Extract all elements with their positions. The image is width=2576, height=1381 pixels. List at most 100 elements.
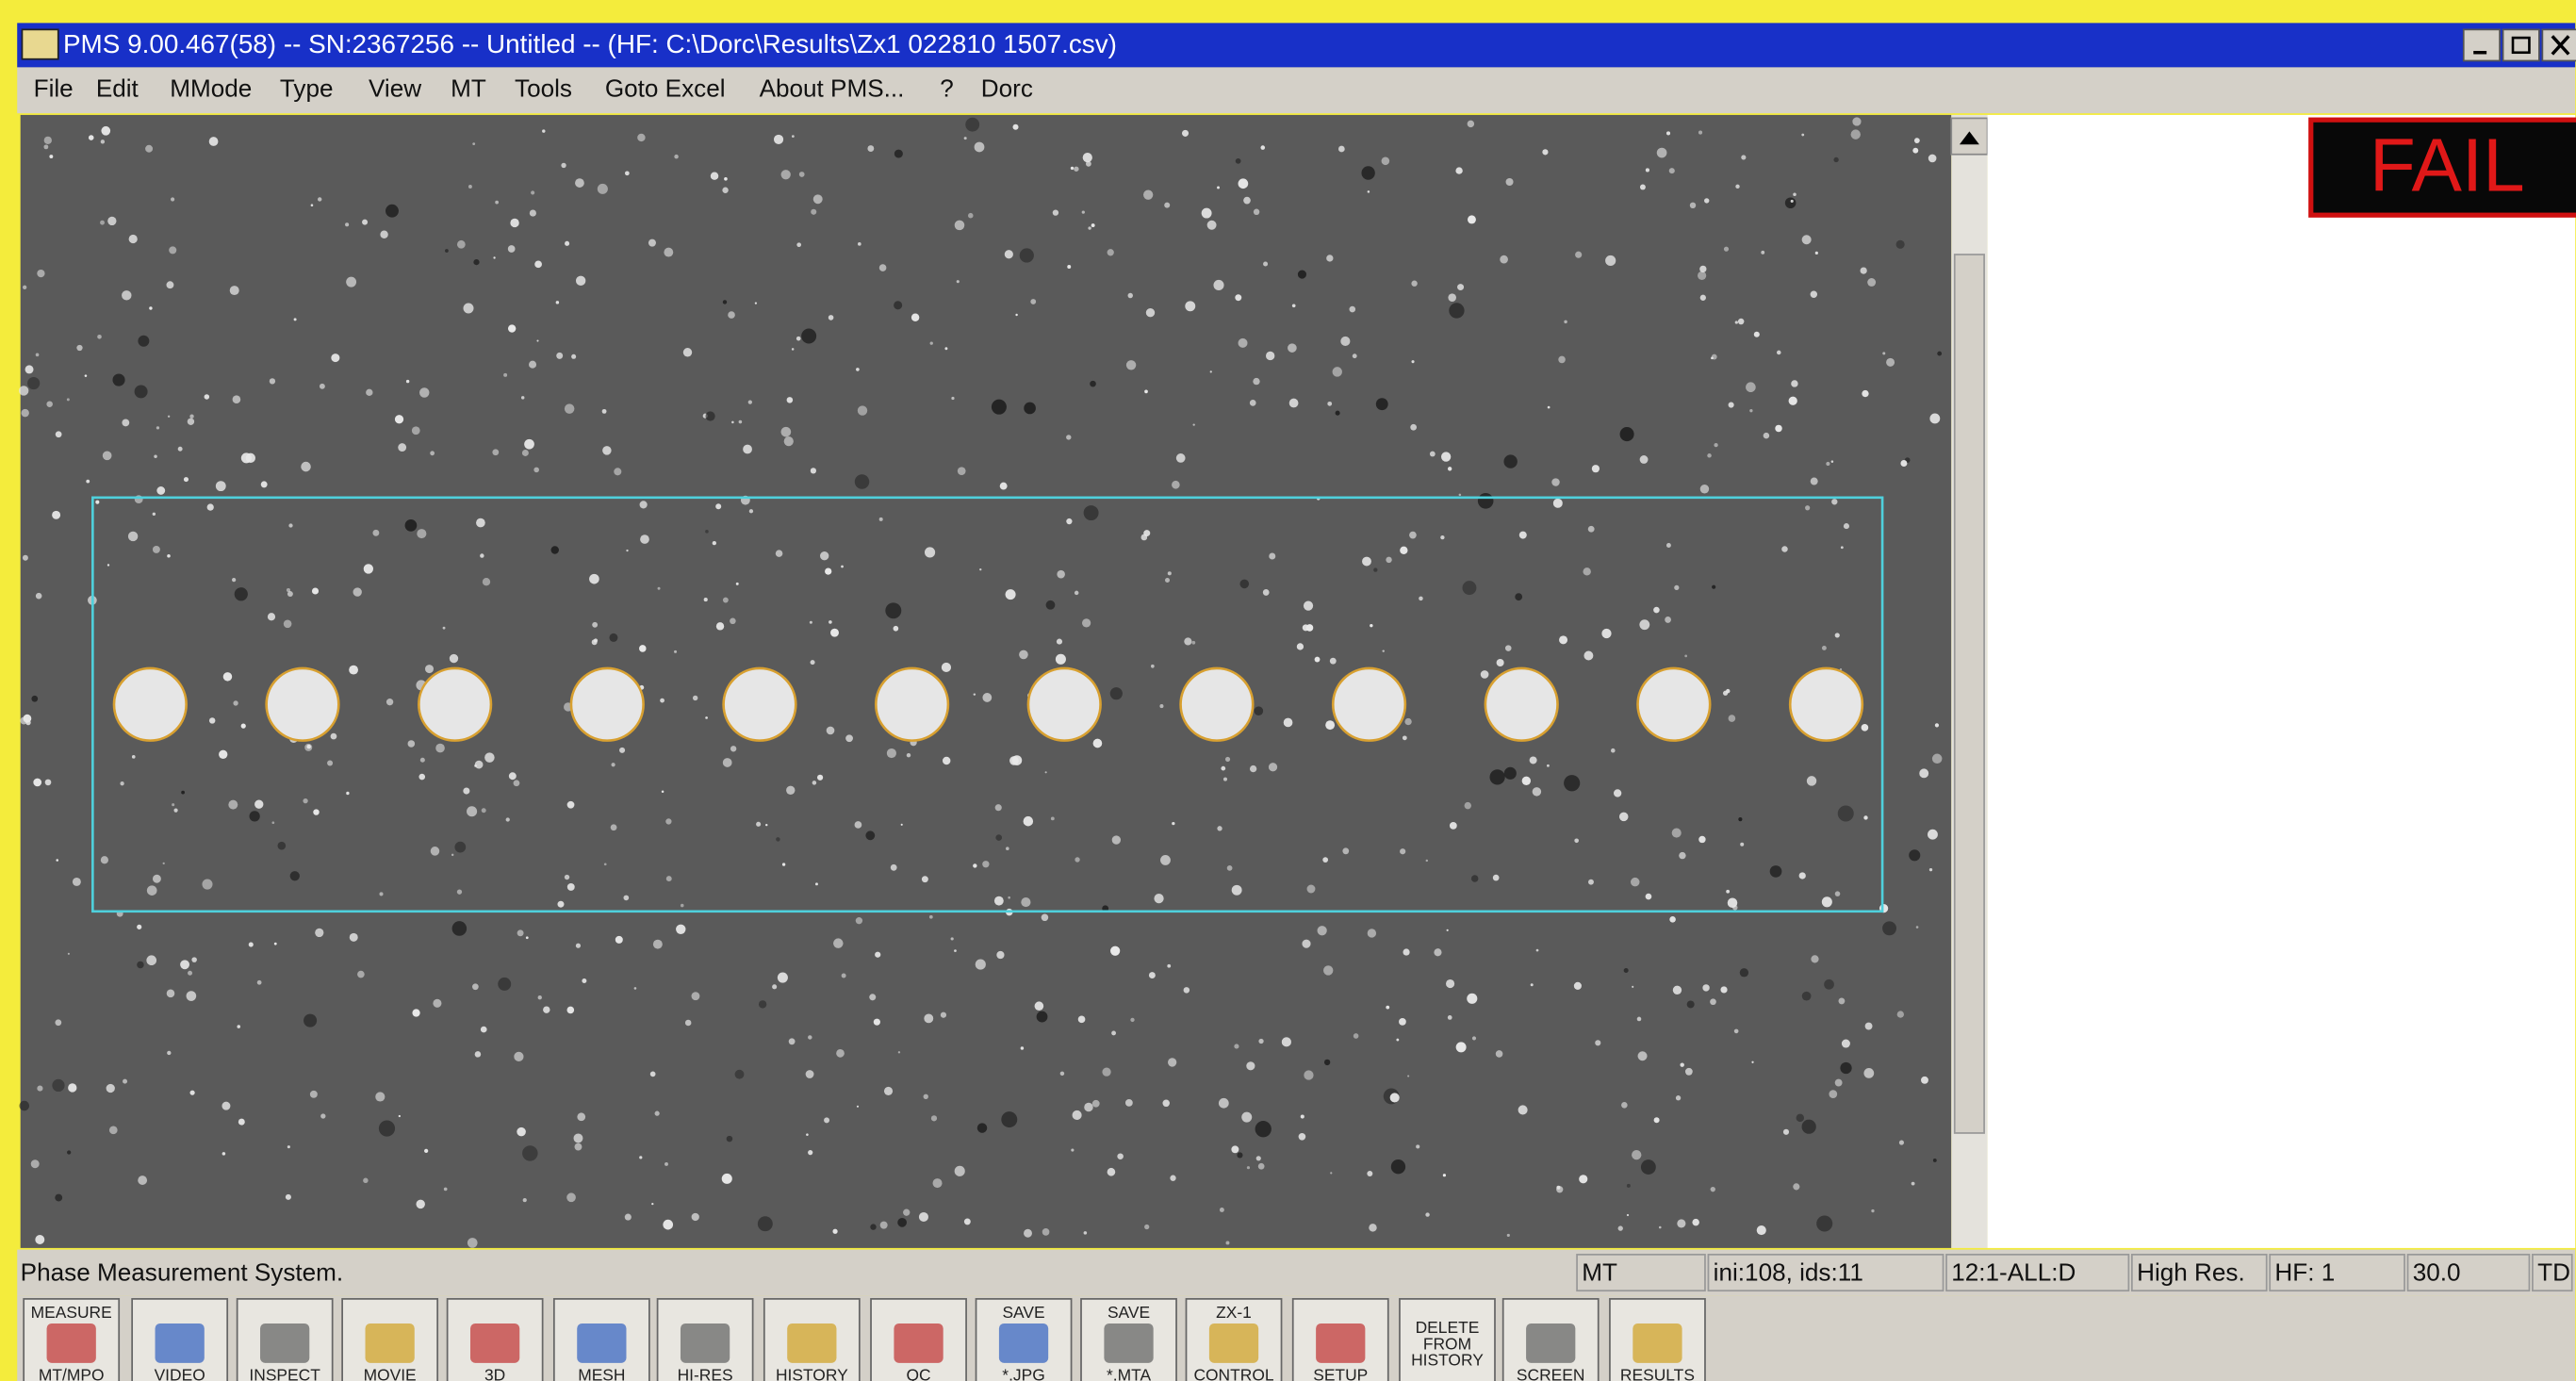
toolbar-label: MOVIE [364,1365,417,1381]
speckle [1217,826,1222,830]
speckle [955,1166,965,1176]
speckle [189,415,193,419]
speckle [506,817,510,821]
menu-item[interactable]: Edit [96,74,139,103]
speckle [1595,1040,1600,1045]
speckle [1653,607,1660,614]
speckle [1700,295,1706,301]
speckle [301,462,311,472]
speckle [1075,591,1078,595]
speckle [1735,185,1739,189]
toolbar-label: MEASURE [31,1303,112,1322]
scroll-thumb[interactable] [1955,255,1984,1133]
speckle [386,205,399,218]
speckle [1757,1225,1766,1235]
speckle [930,341,933,344]
speckle [167,1051,171,1055]
speckle [1160,855,1171,865]
speckle [611,824,617,830]
speckle [1289,399,1299,408]
app-icon [22,29,57,58]
speckle [894,301,902,309]
speckle [1465,802,1471,809]
menu-item[interactable]: File [34,74,74,103]
speckle [723,598,729,603]
speckle [23,286,26,289]
speckle [278,842,287,850]
speckle [1669,168,1675,173]
speckle [975,142,985,153]
speckle [1801,134,1804,137]
speckle [1863,1068,1874,1078]
speckle [1478,493,1494,509]
speckle [19,386,28,395]
toolbar-label: ZX-1 [1216,1303,1252,1322]
speckle [1407,1075,1409,1077]
speckle [331,353,339,362]
toolbar-label: VIDEO [155,1365,205,1381]
speckle [665,818,671,824]
speckle [216,481,226,491]
speckle [1638,1051,1648,1060]
speckle [287,588,290,592]
speckle [911,313,919,321]
speckle [705,716,708,719]
speckle [1326,255,1333,261]
speckle [1266,352,1274,360]
menu-item[interactable]: Dorc [981,74,1033,103]
speckle [781,427,792,437]
menu-item[interactable]: Goto Excel [605,74,726,103]
speckle [1542,149,1548,155]
speckle [615,936,623,944]
speckle [523,1198,527,1202]
menu-item[interactable]: MMode [170,74,252,103]
speckle [1637,1017,1642,1022]
speckle [1143,190,1153,200]
speckle [919,1212,928,1222]
speckle [1256,1156,1261,1160]
menu-item[interactable]: View [369,74,421,103]
speckle [1657,148,1667,158]
speckle [1897,1011,1904,1017]
status-field-text: ini:108, ids:11 [1714,1258,1863,1287]
speckle [573,1133,582,1143]
speckle [312,587,319,594]
speckle [1386,557,1391,563]
menu-item[interactable]: Type [280,74,334,103]
speckle [743,445,752,454]
menu-item[interactable]: About PMS... [760,74,905,103]
speckle [1605,255,1616,266]
speckle [1430,452,1436,457]
speckle [704,598,708,601]
menu-item[interactable]: Tools [515,74,572,103]
menu-item[interactable]: ? [940,74,954,103]
toolbar-label: HISTORY [1411,1351,1484,1370]
speckle [103,451,112,460]
menu-item[interactable]: MT [451,74,486,103]
speckle [858,405,867,415]
speckle [1770,865,1782,878]
speckle [1071,1148,1074,1151]
speckle [123,1079,127,1084]
speckle [1006,847,1009,850]
speckle [1086,161,1091,167]
restore-button[interactable] [2503,29,2539,60]
speckle [498,978,511,991]
speckle [811,468,816,473]
speckle [1711,1187,1715,1192]
minimize-button[interactable] [2464,29,2500,60]
speckle [611,763,615,766]
speckle [1833,157,1838,162]
speckle [623,896,629,901]
speckle [1734,1029,1739,1034]
speckle [551,546,559,553]
speckle [1676,1095,1681,1100]
speckle [1811,478,1818,485]
speckle [1738,319,1744,324]
speckle [366,389,372,396]
speckle [349,666,358,675]
speckle [1386,1006,1389,1010]
speckle [1111,1031,1116,1036]
speckle [626,550,628,551]
speckle [1221,766,1225,771]
